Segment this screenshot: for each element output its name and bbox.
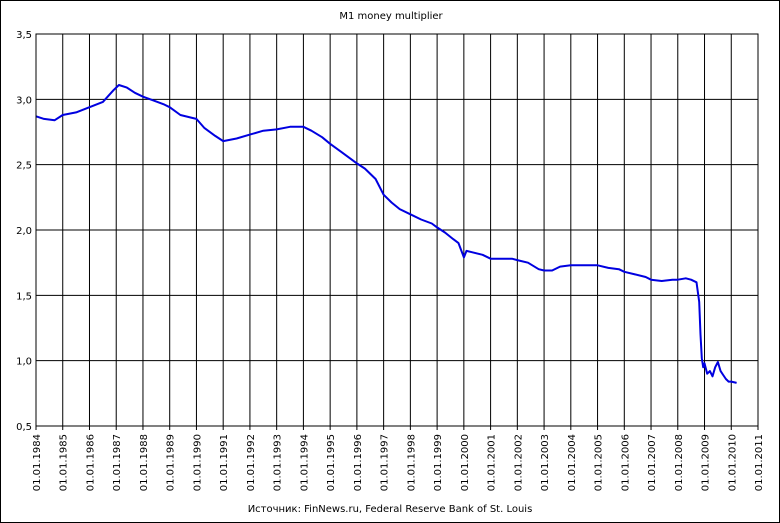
x-tick-label: 01.01.2008 <box>674 434 685 491</box>
x-tick-label: 01.01.2010 <box>727 434 738 491</box>
x-tick-label: 01.01.1990 <box>192 434 203 491</box>
x-tick-label: 01.01.1996 <box>353 434 364 491</box>
y-tick-label: 0,5 <box>16 422 32 433</box>
y-tick-label: 3,5 <box>16 30 32 41</box>
y-axis: 0,5 1,0 1,5 2,0 2,5 3,0 3,5 <box>16 30 32 433</box>
x-tick-label: 01.01.1998 <box>406 434 417 491</box>
x-tick-label: 01.01.2000 <box>460 434 471 491</box>
x-tick-label: 01.01.1985 <box>59 434 70 491</box>
x-tick-label: 01.01.1999 <box>433 434 444 491</box>
x-tick-label: 01.01.1986 <box>85 434 96 491</box>
series-group <box>35 84 737 384</box>
x-axis: 01.01.1984 01.01.1985 01.01.1986 01.01.1987… <box>32 434 765 491</box>
y-tick-label: 2,0 <box>16 226 32 237</box>
x-tick-label: 01.01.2006 <box>620 434 631 491</box>
x-tick-label: 01.01.2004 <box>567 434 578 491</box>
x-tick-label: 01.01.1988 <box>139 434 150 491</box>
y-tick-label: 3,0 <box>16 95 32 106</box>
y-tick-label: 1,5 <box>16 291 32 302</box>
x-tick-label: 01.01.1995 <box>326 434 337 491</box>
y-tick-label: 1,0 <box>16 357 32 368</box>
x-tick-label: 01.01.1993 <box>273 434 284 491</box>
x-tick-label: 01.01.2007 <box>647 434 658 491</box>
x-tick-label: 01.01.1991 <box>219 434 230 491</box>
source-note: Источник: FinNews.ru, Federal Reserve Ba… <box>248 504 533 515</box>
y-tick-label: 2,5 <box>16 161 32 172</box>
x-tick-label: 01.01.2011 <box>754 434 765 491</box>
chart-title: M1 money multiplier <box>339 11 443 22</box>
x-tick-label: 01.01.1989 <box>166 434 177 491</box>
x-tick-label: 01.01.1992 <box>246 434 257 491</box>
x-tick-label: 01.01.2002 <box>513 434 524 491</box>
series-line <box>35 84 737 384</box>
x-tick-label: 01.01.1997 <box>380 434 391 491</box>
x-tick-label: 01.01.1994 <box>299 434 310 491</box>
x-tick-label: 01.01.1987 <box>112 434 123 491</box>
plot-border <box>35 33 759 427</box>
x-tick-label: 01.01.2003 <box>540 434 551 491</box>
x-tick-label: 01.01.1984 <box>32 434 43 491</box>
x-tick-label: 01.01.2001 <box>487 434 498 491</box>
x-tick-label: 01.01.2005 <box>594 434 605 491</box>
x-tick-label: 01.01.2009 <box>701 434 712 491</box>
